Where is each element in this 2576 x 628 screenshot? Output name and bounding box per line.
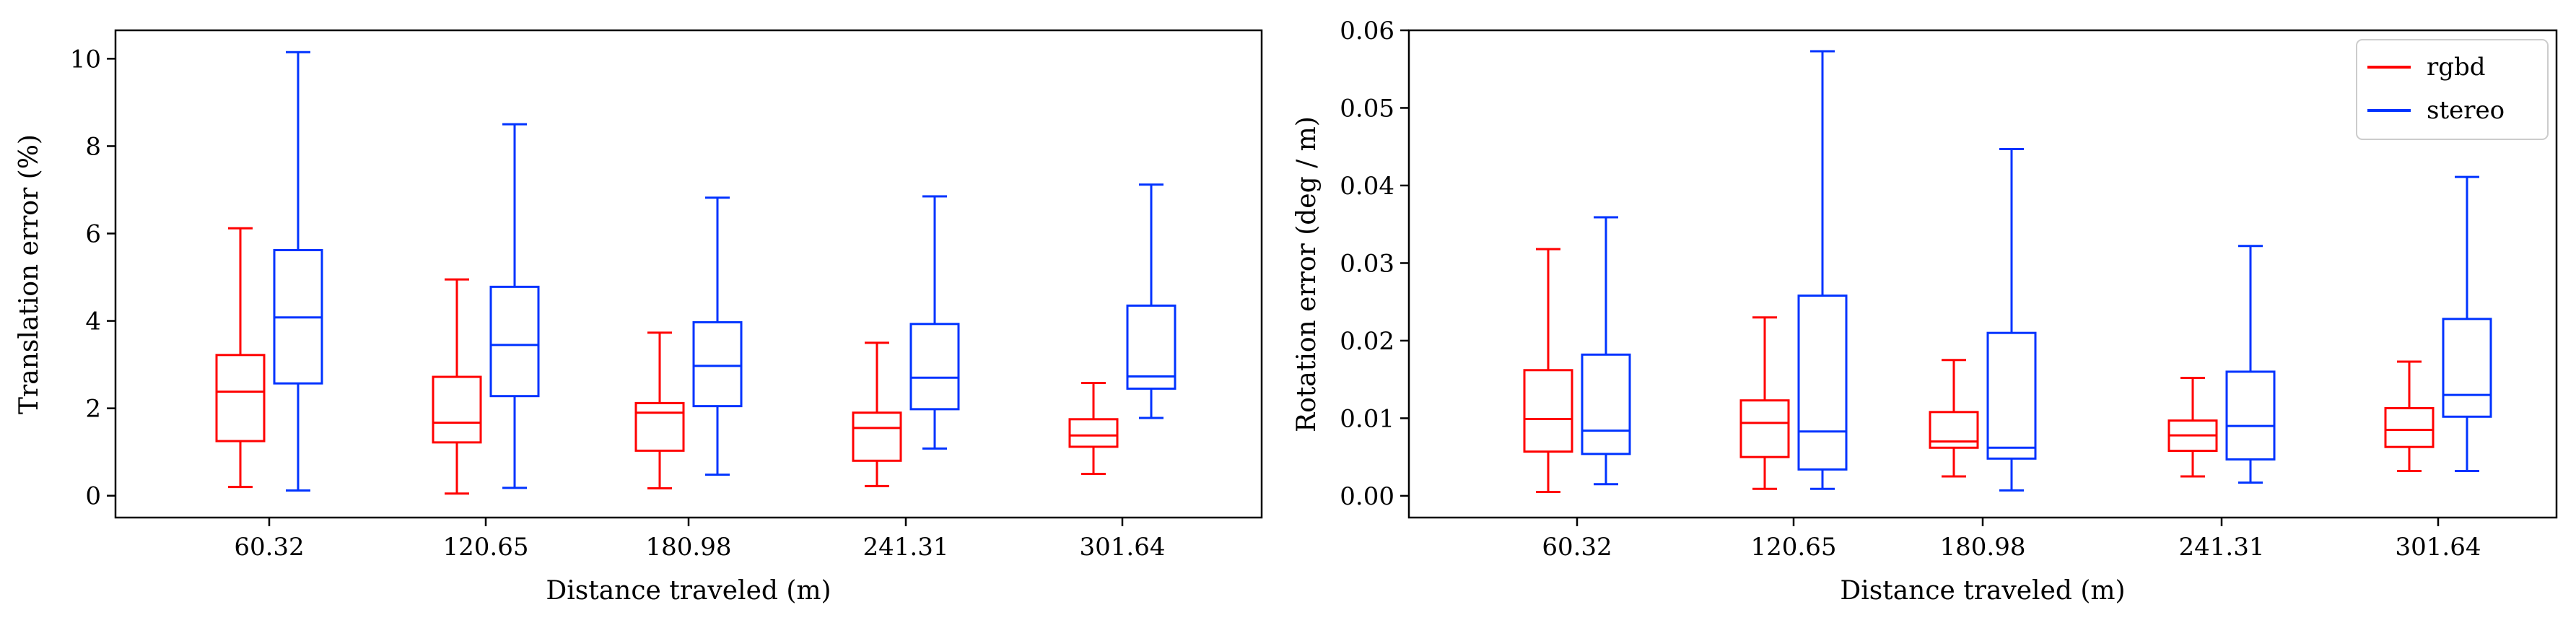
box-stereo-301.64 xyxy=(2442,175,2492,473)
x-tick-label: 301.64 xyxy=(2396,533,2481,562)
y-tick-label: 0.02 xyxy=(1340,327,1394,356)
y-tick-label: 0.05 xyxy=(1340,94,1394,123)
box-iqr xyxy=(489,285,540,398)
y-tick-label: 0.00 xyxy=(1340,482,1394,511)
y-tick-label: 8 xyxy=(85,132,101,161)
legend-label-stereo: stereo xyxy=(2427,96,2505,125)
box-iqr xyxy=(2384,406,2435,448)
box-stereo-301.64 xyxy=(1126,183,1176,419)
y-tick-label: 0.06 xyxy=(1340,17,1394,45)
box-iqr xyxy=(1126,304,1176,390)
y-axis: 0 2 4 6 8 10 xyxy=(70,45,115,511)
box-rgbd-301.64 xyxy=(1068,382,1119,475)
box-iqr xyxy=(634,401,685,452)
y-tick-label: 6 xyxy=(85,220,101,249)
box-rgbd-60.32 xyxy=(1523,248,1573,494)
legend-label-rgbd: rgbd xyxy=(2427,53,2486,82)
box-iqr xyxy=(1523,369,1573,453)
y-axis-label: Translation error (%) xyxy=(14,134,44,414)
box-rgbd-301.64 xyxy=(2384,360,2435,473)
box-iqr xyxy=(1797,295,1848,471)
y-tick-label: 0.01 xyxy=(1340,404,1394,433)
y-tick-label: 4 xyxy=(85,308,101,336)
x-axis-label: Distance traveled (m) xyxy=(1840,576,2125,606)
y-tick-label: 0.03 xyxy=(1340,249,1394,278)
x-tick-label: 120.65 xyxy=(1751,533,1837,562)
plot-frame xyxy=(114,29,1263,519)
x-axis-label: Distance traveled (m) xyxy=(546,576,831,606)
x-tick-label: 241.31 xyxy=(863,533,949,562)
box-stereo-60.32 xyxy=(1581,216,1631,486)
box-rgbd-120.65 xyxy=(432,278,482,495)
y-tick-label: 0 xyxy=(85,482,101,511)
box-iqr xyxy=(852,411,902,462)
box-stereo-120.65 xyxy=(489,123,540,489)
x-axis: 60.32 120.65 180.98 241.31 301.64 xyxy=(1542,518,2481,562)
box-iqr xyxy=(1068,418,1119,448)
box-rgbd-120.65 xyxy=(1739,316,1790,490)
box-stereo-120.65 xyxy=(1797,50,1848,490)
x-tick-label: 241.31 xyxy=(2179,533,2265,562)
box-series xyxy=(215,51,1176,495)
box-rgbd-180.98 xyxy=(634,331,685,489)
box-iqr xyxy=(1929,411,1979,449)
y-tick-label: 2 xyxy=(85,395,101,424)
rotation-error-chart: 0.00 0.01 0.02 0.03 0.04 0.05 0.06 60.32 120.65… xyxy=(1292,17,2558,606)
y-tick-label: 0.04 xyxy=(1340,172,1394,201)
box-iqr xyxy=(2442,318,2492,418)
x-tick-label: 120.65 xyxy=(443,533,529,562)
box-stereo-241.31 xyxy=(909,195,960,450)
box-stereo-60.32 xyxy=(273,51,323,492)
x-axis: 60.32 120.65 180.98 241.31 301.64 xyxy=(234,518,1165,562)
x-tick-label: 60.32 xyxy=(234,533,304,562)
box-stereo-241.31 xyxy=(2225,245,2276,484)
box-iqr xyxy=(215,354,266,442)
box-iqr xyxy=(1986,331,2037,460)
y-axis-label: Rotation error (deg / m) xyxy=(1292,116,1322,432)
box-stereo-180.98 xyxy=(692,196,743,476)
box-rgbd-180.98 xyxy=(1929,359,1979,478)
legend: rgbd stereo xyxy=(2356,39,2549,140)
box-iqr xyxy=(909,323,960,411)
box-iqr xyxy=(2225,370,2276,461)
legend-frame xyxy=(2356,39,2549,140)
x-tick-label: 60.32 xyxy=(1542,533,1612,562)
x-tick-label: 301.64 xyxy=(1080,533,1166,562)
y-tick-label: 10 xyxy=(70,45,101,74)
box-iqr xyxy=(692,320,743,408)
box-rgbd-241.31 xyxy=(852,341,902,487)
x-tick-label: 180.98 xyxy=(1940,533,2026,562)
box-rgbd-241.31 xyxy=(2167,377,2218,478)
box-iqr xyxy=(1581,353,1631,455)
x-tick-label: 180.98 xyxy=(646,533,732,562)
box-rgbd-60.32 xyxy=(215,227,266,489)
box-stereo-180.98 xyxy=(1986,147,2037,492)
box-series xyxy=(1523,50,2492,494)
translation-error-chart: 0 2 4 6 8 10 60.32 120.65 180.98 241.31 301.64 Di… xyxy=(14,29,1263,606)
box-iqr xyxy=(1739,399,1790,458)
y-axis: 0.00 0.01 0.02 0.03 0.04 0.05 0.06 xyxy=(1340,17,1409,511)
box-iqr xyxy=(432,375,482,444)
